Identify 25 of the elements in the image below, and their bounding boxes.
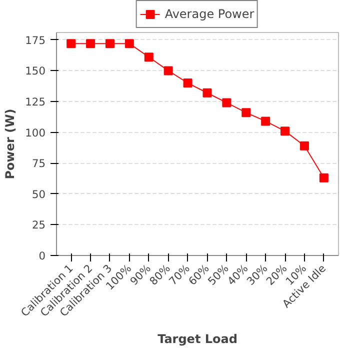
y-tick-label: 50 [32, 188, 46, 201]
point [319, 173, 328, 182]
y-tick-label: 25 [32, 218, 46, 232]
point [124, 39, 134, 48]
point [202, 88, 212, 98]
y-axis-title: Power (W) [3, 108, 18, 180]
point [86, 39, 96, 48]
point [261, 116, 270, 126]
y-tick-label: 75 [32, 157, 46, 170]
point [66, 39, 76, 48]
point [222, 98, 232, 108]
point [164, 66, 173, 76]
y-tick-label: 125 [25, 95, 46, 108]
point [300, 141, 309, 150]
y-tick-label: 0 [38, 250, 46, 262]
y-tick-label: 150 [25, 64, 46, 78]
legend-label: Average Power [164, 7, 254, 21]
point [242, 108, 251, 118]
y-tick-label: 175 [25, 34, 46, 47]
point [183, 78, 192, 88]
point [144, 52, 154, 62]
x-axis-title: Target Load [158, 332, 238, 346]
y-tick-label: 100 [25, 126, 46, 140]
point [105, 39, 114, 48]
point [280, 126, 290, 136]
